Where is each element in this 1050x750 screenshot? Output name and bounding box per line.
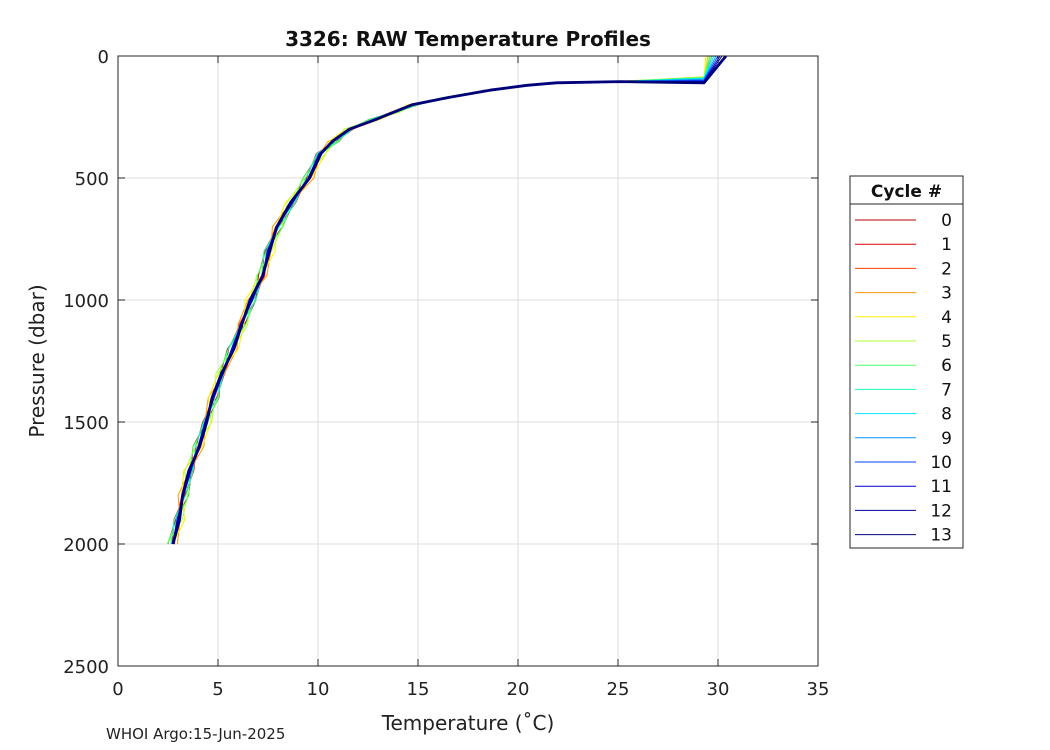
axis-ticks: 0 5 10 15 20 25 30 35 0 500 1000 1500 2000 2500 — [63, 47, 829, 700]
x-tick-label-1: 5 — [212, 679, 223, 700]
legend-label-11: 11 — [930, 477, 952, 497]
series-group — [166, 55, 728, 545]
legend-label-5: 5 — [941, 332, 952, 352]
axes-box — [117, 55, 819, 667]
series-line-cycle-13 — [171, 55, 728, 545]
legend-label-3: 3 — [941, 284, 952, 304]
legend-label-4: 4 — [941, 308, 952, 328]
legend-label-10: 10 — [930, 453, 952, 473]
legend-label-13: 13 — [930, 526, 952, 546]
y-tick-label-2: 1000 — [63, 291, 109, 312]
y-tick-label-1: 500 — [75, 169, 109, 190]
y-axis-label: Pressure (dbar) — [25, 284, 49, 437]
y-tick-label-4: 2000 — [63, 535, 109, 556]
legend-label-6: 6 — [941, 356, 952, 376]
legend-label-8: 8 — [941, 405, 952, 425]
footer-credit: WHOI Argo:15-Jun-2025 — [106, 725, 286, 743]
y-tick-label-0: 0 — [98, 47, 109, 68]
y-tick-label-3: 1500 — [63, 413, 109, 434]
x-tick-label-6: 30 — [707, 679, 730, 700]
x-axis-label: Temperature (˚C) — [381, 711, 555, 735]
x-tick-label-2: 10 — [307, 679, 330, 700]
x-tick-label-7: 35 — [807, 679, 830, 700]
x-tick-label-0: 0 — [112, 679, 123, 700]
legend-label-7: 7 — [941, 380, 952, 400]
legend-label-9: 9 — [941, 429, 952, 449]
x-tick-label-5: 25 — [607, 679, 630, 700]
y-tick-label-5: 2500 — [63, 657, 109, 678]
x-tick-label-3: 15 — [407, 679, 430, 700]
legend-title: Cycle # — [871, 182, 942, 202]
legend-label-0: 0 — [941, 211, 952, 231]
legend-label-1: 1 — [941, 235, 952, 255]
legend-label-2: 2 — [941, 259, 952, 279]
legend-label-12: 12 — [930, 501, 952, 521]
x-tick-label-4: 20 — [507, 679, 530, 700]
chart-title: 3326: RAW Temperature Profiles — [285, 27, 651, 51]
grid-lines — [117, 55, 819, 667]
